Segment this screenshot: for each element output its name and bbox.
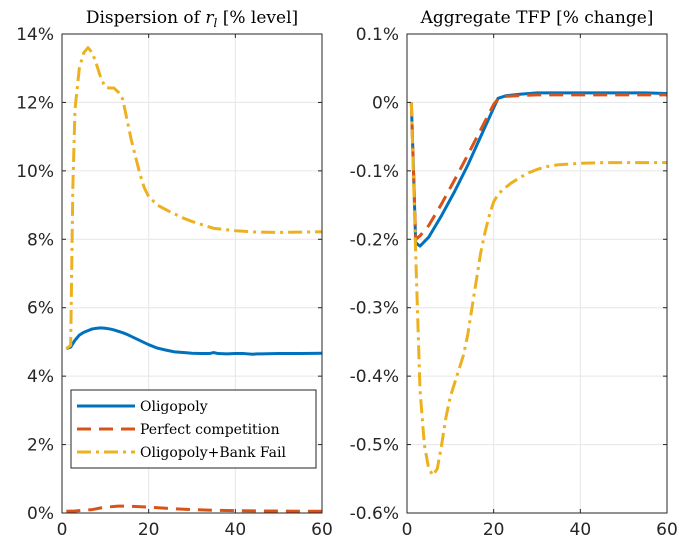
y-tick-label: 0% — [27, 504, 54, 524]
series-line-perfect-competition — [409, 93, 667, 241]
y-tick-label: 2% — [27, 436, 54, 456]
x-tick-label: 20 — [138, 520, 160, 540]
y-tick-label: -0.3% — [350, 299, 399, 319]
y-tick-label: -0.2% — [350, 230, 399, 250]
y-tick-label: -0.4% — [350, 367, 399, 387]
y-tick-label: 12% — [16, 93, 54, 113]
x-tick-label: 40 — [225, 520, 247, 540]
y-tick-label: -0.1% — [350, 162, 399, 182]
y-tick-label: -0.6% — [350, 504, 399, 524]
series-line-oligopoly-bank-fail — [409, 102, 667, 477]
chart-title: Dispersion of rl [% level] — [86, 8, 298, 30]
x-tick-label: 40 — [570, 520, 592, 540]
y-tick-label: 6% — [27, 299, 54, 319]
tfp-panel: 0 20 40 60 -0.6% -0.5% -0.4% -0.3% -0.2% -0.1% 0% 0… — [350, 8, 678, 540]
x-tick-label: 0 — [402, 520, 413, 540]
y-tick-label: 0% — [372, 93, 399, 113]
y-tick-label: 0.1% — [356, 25, 399, 45]
x-tick-label: 60 — [656, 520, 678, 540]
legend-label: Oligopoly — [140, 399, 208, 415]
legend-label: Oligopoly+Bank Fail — [140, 445, 287, 461]
y-tick-label: 14% — [16, 25, 54, 45]
y-tick-label: 4% — [27, 367, 54, 387]
plot-area — [407, 34, 667, 513]
legend-label: Perfect competition — [140, 422, 280, 438]
series-line-oligopoly — [65, 326, 323, 356]
dispersion-panel: 0 20 40 60 0% 2% 4% 6% 8% 10% 12% 14% Dispersion of … — [16, 8, 333, 540]
y-tick-label: 8% — [27, 230, 54, 250]
y-tick-label: 10% — [16, 162, 54, 182]
x-tick-label: 60 — [311, 520, 333, 540]
series-line-oligopoly-bank-fail — [65, 46, 323, 350]
x-tick-label: 20 — [483, 520, 505, 540]
axes-box — [61, 33, 323, 514]
axes-box — [406, 33, 668, 514]
chart-title: Aggregate TFP [% change] — [420, 8, 654, 28]
legend: Oligopoly Perfect competition Oligopoly+Ba… — [70, 389, 317, 469]
x-tick-label: 0 — [57, 520, 68, 540]
series-line-perfect-competition — [66, 504, 322, 513]
y-tick-label: -0.5% — [350, 436, 399, 456]
